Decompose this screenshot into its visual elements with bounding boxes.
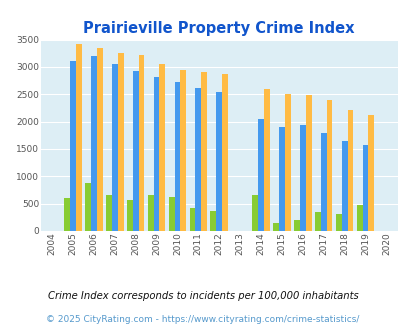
- Bar: [284, 94, 290, 231]
- Bar: [305, 95, 311, 231]
- Bar: [189, 208, 195, 231]
- Bar: [159, 64, 165, 231]
- Bar: [180, 70, 186, 231]
- Bar: [96, 49, 102, 231]
- Bar: [111, 64, 117, 231]
- Bar: [335, 214, 341, 231]
- Bar: [216, 92, 222, 231]
- Bar: [70, 61, 76, 231]
- Bar: [201, 72, 207, 231]
- Bar: [362, 145, 367, 231]
- Bar: [278, 127, 284, 231]
- Bar: [106, 195, 111, 231]
- Bar: [347, 110, 352, 231]
- Bar: [153, 77, 159, 231]
- Bar: [132, 71, 138, 231]
- Bar: [138, 55, 144, 231]
- Bar: [127, 200, 132, 231]
- Text: © 2025 CityRating.com - https://www.cityrating.com/crime-statistics/: © 2025 CityRating.com - https://www.city…: [46, 315, 359, 324]
- Bar: [320, 133, 326, 231]
- Bar: [210, 211, 216, 231]
- Bar: [273, 223, 278, 231]
- Bar: [356, 205, 362, 231]
- Bar: [367, 115, 373, 231]
- Bar: [314, 212, 320, 231]
- Text: Crime Index corresponds to incidents per 100,000 inhabitants: Crime Index corresponds to incidents per…: [47, 291, 358, 301]
- Bar: [64, 198, 70, 231]
- Bar: [147, 195, 153, 231]
- Bar: [258, 119, 263, 231]
- Title: Prairieville Property Crime Index: Prairieville Property Crime Index: [83, 21, 354, 36]
- Bar: [263, 89, 269, 231]
- Bar: [195, 88, 201, 231]
- Bar: [222, 74, 228, 231]
- Bar: [76, 44, 81, 231]
- Bar: [252, 195, 258, 231]
- Bar: [299, 125, 305, 231]
- Bar: [326, 100, 332, 231]
- Bar: [91, 56, 96, 231]
- Bar: [85, 183, 91, 231]
- Bar: [117, 53, 123, 231]
- Bar: [168, 197, 174, 231]
- Bar: [341, 141, 347, 231]
- Bar: [293, 220, 299, 231]
- Bar: [174, 82, 180, 231]
